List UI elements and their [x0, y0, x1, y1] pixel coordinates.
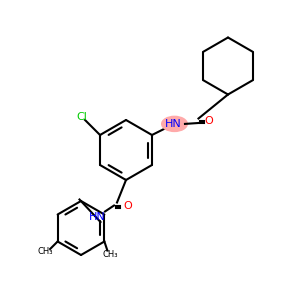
Text: Cl: Cl: [76, 112, 88, 122]
Text: HN: HN: [89, 212, 106, 223]
Text: O: O: [205, 116, 213, 127]
Text: CH₃: CH₃: [38, 248, 53, 256]
Text: CH₃: CH₃: [103, 250, 118, 259]
Text: HN: HN: [165, 119, 182, 130]
Text: O: O: [123, 201, 132, 211]
Ellipse shape: [161, 116, 188, 132]
